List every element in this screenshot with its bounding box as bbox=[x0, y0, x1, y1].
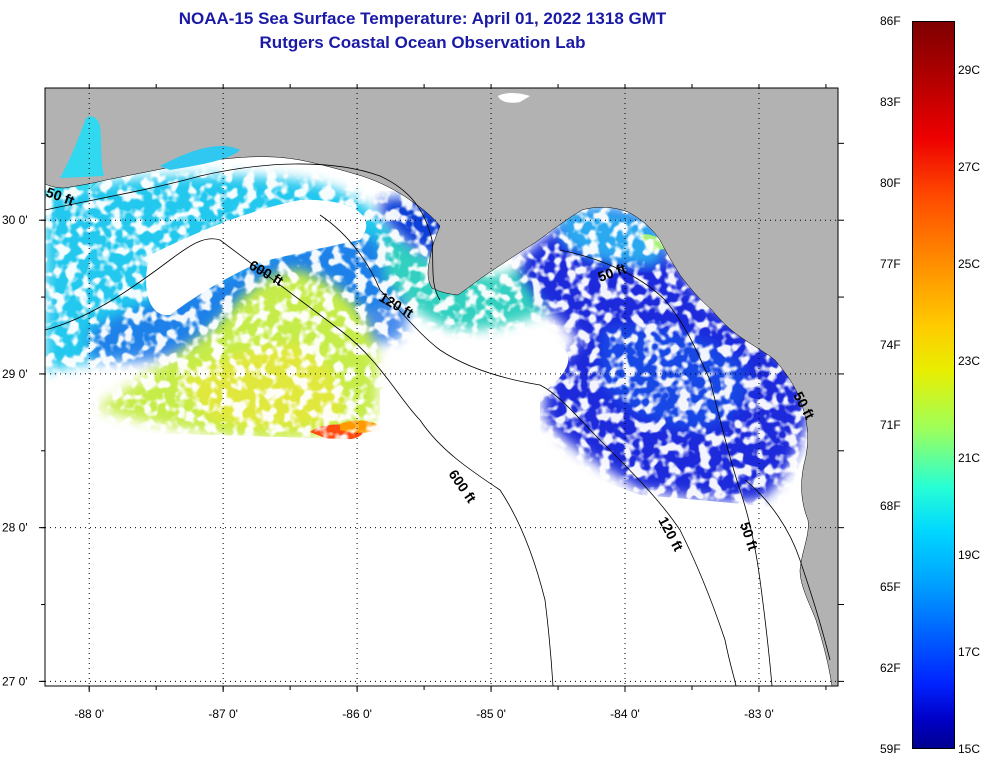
contour-50ft-east bbox=[559, 249, 773, 687]
contour-120ft bbox=[319, 214, 737, 687]
depth-contours bbox=[44, 163, 831, 687]
contour-600ft bbox=[44, 238, 554, 687]
lon-tick-label: -88 0' bbox=[74, 707, 104, 721]
axis-tick-labels: -88 0' -87 0' -86 0' -85 0' -84 0' -83 0' 30 0… bbox=[2, 213, 774, 721]
colorbar-c-label: 25C bbox=[958, 256, 981, 271]
colorbar-c-label: 23C bbox=[958, 353, 981, 368]
colorbar-c-label: 27C bbox=[958, 159, 981, 174]
map-frame bbox=[44, 87, 839, 687]
colorbar-c-label: 29C bbox=[958, 62, 981, 77]
inland-lake bbox=[498, 93, 530, 103]
lon-tick-label: -87 0' bbox=[208, 707, 238, 721]
colorbar-f-label: 71F bbox=[880, 418, 901, 433]
temperature-colorbar bbox=[912, 21, 955, 749]
colorbar-f-label: 62F bbox=[880, 661, 901, 676]
colorbar-f-label: 80F bbox=[880, 175, 901, 190]
colorbar-c-label: 17C bbox=[958, 644, 981, 659]
lon-tick-label: -85 0' bbox=[476, 707, 506, 721]
map-subtitle: Rutgers Coastal Ocean Observation Lab bbox=[259, 33, 586, 52]
axis-ticks bbox=[39, 84, 844, 692]
lat-tick-label: 28 0' bbox=[2, 521, 28, 535]
colorbar-f-label: 59F bbox=[880, 742, 901, 756]
cloud-west bbox=[146, 199, 367, 316]
colorbar-c-label: 21C bbox=[958, 450, 981, 465]
colorbar-c-label: 19C bbox=[958, 547, 981, 562]
land-mass bbox=[44, 87, 839, 687]
lon-tick-label: -83 0' bbox=[744, 707, 774, 721]
lon-tick-label: -86 0' bbox=[342, 707, 372, 721]
colorbar-f-label: 86F bbox=[880, 14, 901, 28]
colorbar-f-label: 83F bbox=[880, 94, 901, 109]
colorbar-c-label: 15C bbox=[958, 742, 981, 756]
lat-tick-label: 27 0' bbox=[2, 674, 28, 688]
colorbar-f-label: 65F bbox=[880, 580, 901, 595]
colorbar-f-label: 77F bbox=[880, 256, 901, 271]
colorbar-f-label: 74F bbox=[880, 337, 901, 352]
colorbar-f-label: 68F bbox=[880, 499, 901, 514]
mobile-bay bbox=[60, 116, 104, 178]
offshore-no-data bbox=[45, 420, 838, 686]
lat-lon-grid bbox=[45, 88, 838, 686]
map-title: NOAA-15 Sea Surface Temperature: April 0… bbox=[178, 9, 667, 28]
contour-50ft-west bbox=[44, 163, 441, 301]
lat-tick-label: 29 0' bbox=[2, 367, 28, 381]
lat-tick-label: 30 0' bbox=[2, 213, 28, 227]
pensacola-bay bbox=[160, 145, 240, 170]
coastline-east bbox=[744, 479, 831, 661]
lon-tick-label: -84 0' bbox=[610, 707, 640, 721]
